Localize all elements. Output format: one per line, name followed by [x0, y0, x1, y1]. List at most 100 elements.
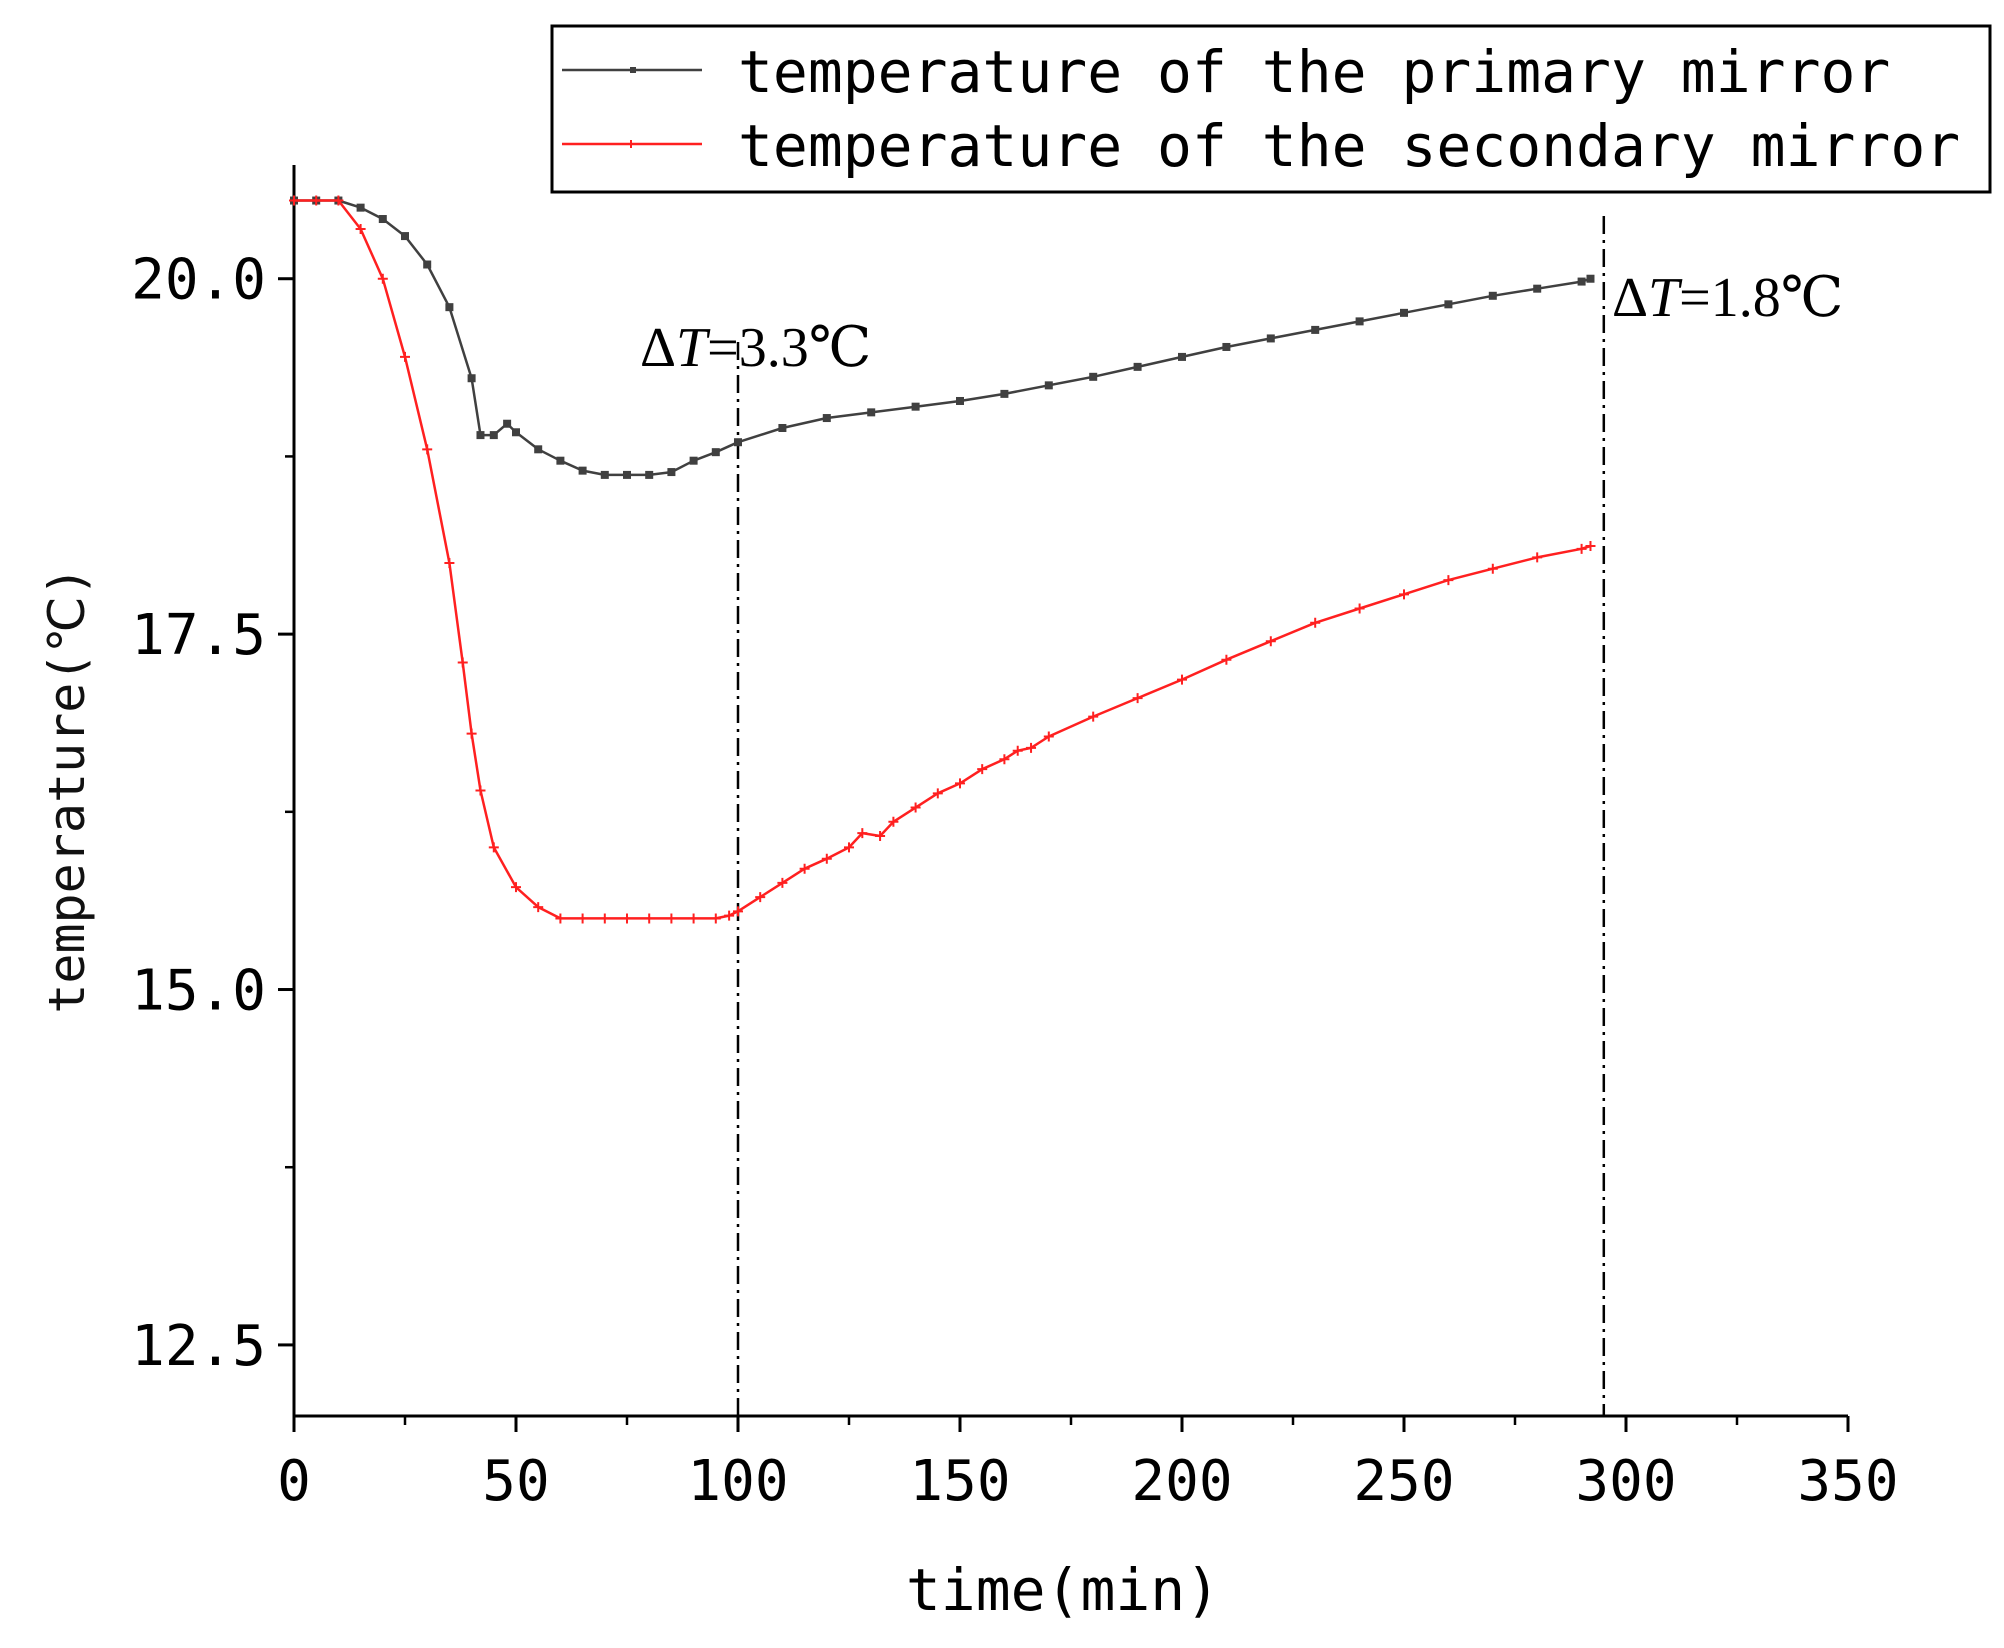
secondary-mirror-point — [844, 842, 854, 853]
x-tick-label: 350 — [1797, 1449, 1898, 1514]
primary-mirror-point — [623, 470, 631, 479]
secondary-mirror-point — [377, 273, 388, 284]
primary-mirror-point — [1488, 291, 1497, 300]
primary-mirror-point — [476, 431, 485, 440]
primary-mirror-point — [1311, 325, 1320, 334]
secondary-mirror-point — [555, 913, 566, 924]
primary-mirror-point — [1133, 362, 1142, 371]
secondary-mirror-point — [1088, 711, 1099, 722]
secondary-mirror-point — [422, 444, 433, 455]
primary-mirror-point — [467, 374, 476, 383]
primary-mirror-point — [1400, 308, 1408, 317]
secondary-mirror-point — [755, 892, 766, 903]
primary-mirror-point — [1044, 381, 1053, 390]
secondary-mirror-point — [400, 351, 410, 362]
secondary-mirror-point — [910, 802, 921, 813]
primary-mirror-point — [423, 260, 432, 269]
secondary-mirror-point — [1026, 742, 1037, 753]
secondary-mirror-point — [932, 788, 943, 799]
secondary-mirror-point — [444, 558, 455, 569]
primary-mirror-point — [445, 303, 454, 312]
x-tick-label: 50 — [482, 1449, 549, 1514]
x-tick-label: 100 — [687, 1449, 788, 1514]
primary-mirror-point — [1178, 352, 1186, 361]
secondary-mirror-point — [533, 902, 544, 913]
primary-mirror-point — [1444, 300, 1453, 309]
secondary-mirror-point — [999, 754, 1010, 765]
secondary-mirror-point — [1012, 745, 1023, 756]
y-tick-label: 17.5 — [131, 603, 266, 668]
primary-mirror-point — [689, 456, 698, 465]
x-axis-title: time(min) — [906, 1556, 1220, 1624]
secondary-mirror-line — [294, 199, 1591, 920]
secondary-mirror-point — [733, 906, 743, 917]
y-tick-label: 20.0 — [131, 248, 266, 313]
primary-mirror-point — [867, 408, 876, 417]
secondary-mirror-point — [355, 223, 366, 234]
plot-frame — [292, 165, 1848, 1418]
y-tick-label: 15.0 — [131, 959, 266, 1024]
secondary-mirror-point — [688, 913, 699, 924]
legend-primary-marker — [630, 67, 636, 73]
x-tick-label: 250 — [1353, 1449, 1454, 1514]
secondary-mirror-point — [333, 195, 344, 206]
primary-mirror-point — [778, 423, 787, 432]
secondary-mirror-point — [644, 913, 655, 924]
legend-secondary-label: temperature of the secondary mirror — [738, 112, 1960, 180]
secondary-mirror-point — [1399, 589, 1409, 600]
secondary-mirror-point — [1132, 693, 1143, 704]
y-tick-label: 12.5 — [131, 1314, 266, 1379]
primary-mirror-point — [1266, 334, 1275, 343]
secondary-mirror-point — [857, 828, 868, 839]
delta-t-annotation: ΔT=3.3℃ — [640, 317, 871, 379]
secondary-mirror-point — [875, 830, 886, 841]
secondary-mirror-point — [666, 913, 677, 924]
primary-mirror-point — [711, 448, 720, 457]
secondary-mirror-point — [710, 913, 721, 924]
secondary-mirror-point — [1265, 636, 1276, 647]
primary-mirror-point — [911, 402, 920, 411]
primary-mirror-point — [956, 396, 964, 405]
secondary-mirror-point — [777, 877, 788, 888]
secondary-mirror-point — [1354, 603, 1365, 614]
secondary-mirror-point — [599, 913, 610, 924]
primary-mirror-point — [503, 419, 512, 428]
legend-secondary-marker — [627, 140, 635, 148]
x-tick-label: 150 — [909, 1449, 1010, 1514]
primary-mirror-point — [578, 466, 587, 475]
secondary-mirror-point — [466, 728, 477, 739]
secondary-mirror-point — [1532, 552, 1543, 563]
primary-mirror-point — [600, 470, 609, 479]
primary-mirror-point — [1577, 277, 1586, 286]
secondary-mirror-point — [821, 853, 832, 864]
series-layer — [289, 195, 1596, 924]
primary-mirror-point — [1586, 274, 1595, 283]
x-tick-label: 200 — [1131, 1449, 1232, 1514]
primary-mirror-point — [489, 431, 498, 440]
secondary-mirror-point — [1576, 543, 1587, 554]
secondary-mirror-point — [475, 785, 486, 796]
y-axis-title: temperature(℃) — [38, 566, 96, 1014]
primary-mirror-point — [1089, 372, 1098, 381]
x-tick-label: 300 — [1575, 1449, 1676, 1514]
reference-lines: ΔT=3.3℃ ΔT=1.8℃ — [640, 216, 1843, 1416]
secondary-mirror-point — [1487, 563, 1498, 574]
primary-mirror-point — [1000, 389, 1009, 398]
secondary-mirror-point — [311, 195, 322, 206]
secondary-mirror-point — [1310, 617, 1321, 628]
secondary-mirror-point — [977, 764, 988, 775]
delta-t-annotation: ΔT=1.8℃ — [1612, 267, 1843, 329]
primary-mirror-point — [512, 428, 520, 437]
primary-mirror-point — [356, 203, 365, 212]
primary-mirror-point — [734, 438, 742, 447]
x-tick-label: 0 — [277, 1449, 311, 1514]
primary-mirror-point — [645, 470, 654, 479]
secondary-mirror-point — [622, 913, 632, 924]
primary-mirror-point — [1355, 317, 1364, 326]
secondary-mirror-point — [799, 863, 810, 874]
primary-mirror-point — [556, 456, 565, 465]
legend-primary-label: temperature of the primary mirror — [738, 38, 1890, 106]
secondary-mirror-point — [1177, 674, 1187, 685]
secondary-mirror-point — [955, 778, 965, 789]
secondary-mirror-point — [289, 195, 299, 206]
